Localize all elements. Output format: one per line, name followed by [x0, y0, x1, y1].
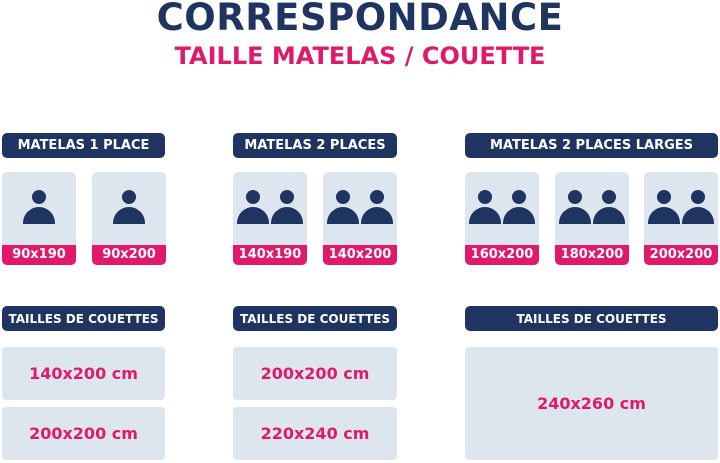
- person-icon-group: [465, 190, 539, 228]
- group-header-2-places-larges: MATELAS 2 PLACES LARGES: [465, 133, 718, 158]
- duvet-size: 140x200 cm: [2, 347, 165, 400]
- mattress-card: 90x200: [92, 172, 166, 265]
- person-icon: [559, 190, 591, 228]
- mattress-card: 140x190: [233, 172, 307, 265]
- mattress-card: 90x190: [2, 172, 76, 265]
- person-icon: [327, 190, 359, 228]
- mattress-size-label: 140x190: [233, 245, 307, 265]
- group-header-2-places: MATELAS 2 PLACES: [233, 133, 397, 158]
- mattress-size-label: 90x190: [2, 245, 76, 265]
- mattress-size-label: 140x200: [323, 245, 397, 265]
- mattress-card: 200x200: [644, 172, 718, 265]
- duvet-size: 240x260 cm: [465, 347, 718, 460]
- person-icon: [469, 190, 501, 228]
- duvet-size: 200x200 cm: [2, 407, 165, 460]
- person-icon: [503, 190, 535, 228]
- person-icon: [648, 190, 680, 228]
- page-subtitle: TAILLE MATELAS / COUETTE: [174, 42, 546, 70]
- duvet-size: 220x240 cm: [233, 407, 397, 460]
- person-icon-group: [233, 190, 307, 228]
- person-icon: [237, 190, 269, 228]
- person-icon: [682, 190, 714, 228]
- person-icon: [23, 190, 55, 228]
- duvet-header-1: TAILLES DE COUETTES: [2, 306, 165, 331]
- person-icon-group: [555, 190, 629, 228]
- mattress-card: 160x200: [465, 172, 539, 265]
- person-icon-group: [644, 190, 718, 228]
- person-icon-group: [323, 190, 397, 228]
- person-icon: [271, 190, 303, 228]
- group-header-1-place: MATELAS 1 PLACE: [2, 133, 165, 158]
- duvet-header-2: TAILLES DE COUETTES: [233, 306, 397, 331]
- mattress-size-label: 180x200: [555, 245, 629, 265]
- duvet-size: 200x200 cm: [233, 347, 397, 400]
- mattress-card: 140x200: [323, 172, 397, 265]
- page-title: CORRESPONDANCE: [156, 0, 564, 39]
- person-icon-group: [2, 190, 76, 228]
- mattress-card: 180x200: [555, 172, 629, 265]
- mattress-size-label: 90x200: [92, 245, 166, 265]
- mattress-size-label: 200x200: [644, 245, 718, 265]
- mattress-size-label: 160x200: [465, 245, 539, 265]
- person-icon: [593, 190, 625, 228]
- person-icon-group: [92, 190, 166, 228]
- person-icon: [113, 190, 145, 228]
- duvet-header-3: TAILLES DE COUETTES: [465, 306, 718, 331]
- person-icon: [361, 190, 393, 228]
